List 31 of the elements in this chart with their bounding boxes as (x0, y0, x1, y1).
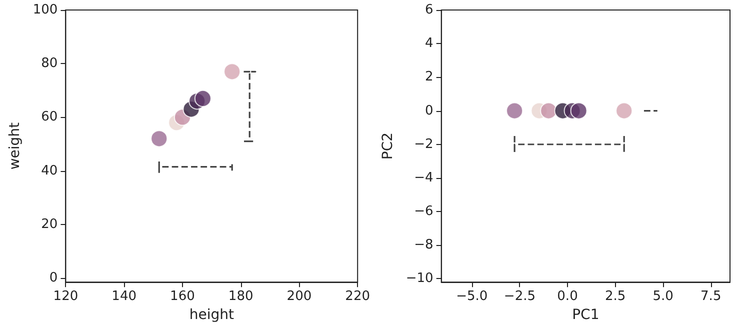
x-tick-label: 140 (112, 289, 137, 304)
x-tick-label: 2.5 (604, 289, 626, 304)
y-tick-label: −6 (414, 204, 434, 220)
x-tick-label: 120 (53, 289, 78, 304)
x-tick-label: −2.5 (504, 289, 536, 304)
y-tick-label: 100 (32, 2, 58, 18)
y-axis-title: PC2 (380, 132, 396, 160)
x-tick-label: −5.0 (456, 289, 488, 304)
x-tick-label: 200 (286, 289, 312, 304)
x-axis-title: PC1 (572, 307, 600, 323)
x-axis-title: height (189, 307, 234, 323)
x-tick-label: 5.0 (652, 289, 674, 304)
y-tick-label: 0 (425, 103, 434, 118)
y-tick-label: 60 (41, 110, 58, 125)
y-tick-label: −10 (406, 271, 434, 286)
y-tick-label: −4 (414, 170, 434, 186)
x-tick-label: 160 (170, 289, 195, 304)
y-tick-label: −2 (414, 136, 434, 152)
x-tick-label: 0.0 (557, 289, 578, 304)
y-tick-label: 20 (41, 216, 58, 232)
y-tick-label: 40 (41, 163, 58, 178)
x-tick-label: 7.5 (700, 289, 722, 304)
y-tick-label: −8 (414, 238, 434, 253)
y-tick-label: 0 (49, 270, 58, 286)
x-tick-label: 180 (228, 289, 254, 304)
y-axis-title: weight (7, 122, 23, 170)
y-tick-label: 6 (425, 2, 434, 18)
y-tick-label: 2 (425, 70, 434, 85)
y-tick-label: 80 (41, 56, 58, 72)
y-tick-label: 4 (425, 36, 434, 52)
x-tick-label: 220 (345, 289, 370, 304)
